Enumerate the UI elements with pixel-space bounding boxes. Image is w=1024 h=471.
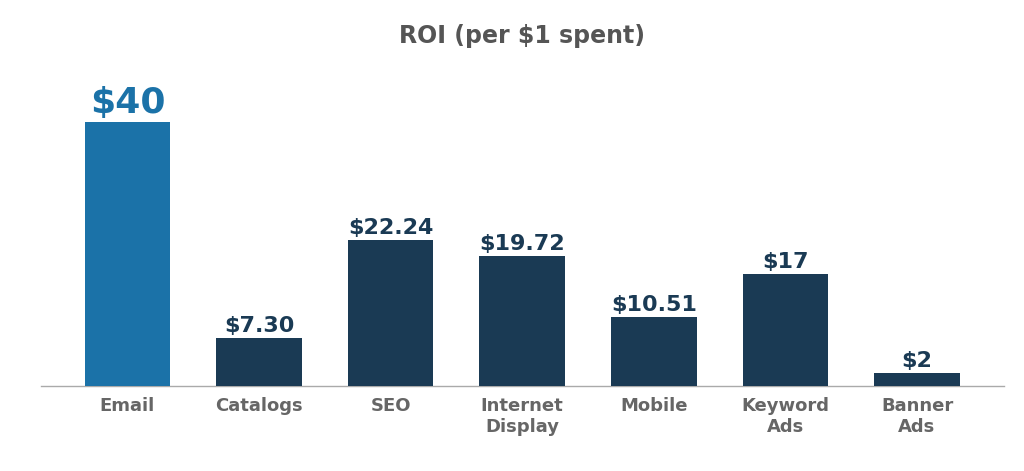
Bar <box>216 338 302 386</box>
Bar <box>874 373 959 386</box>
Bar <box>611 317 696 386</box>
Title: ROI (per $1 spent): ROI (per $1 spent) <box>399 24 645 48</box>
Text: $22.24: $22.24 <box>348 218 433 237</box>
Text: $40: $40 <box>90 87 165 121</box>
Bar <box>742 274 828 386</box>
Bar <box>85 122 170 386</box>
Bar <box>348 240 433 386</box>
Text: $17: $17 <box>762 252 809 272</box>
Text: $19.72: $19.72 <box>479 234 565 254</box>
Text: $10.51: $10.51 <box>611 295 696 315</box>
Bar <box>479 256 565 386</box>
Text: $7.30: $7.30 <box>224 316 294 336</box>
Text: $2: $2 <box>901 351 933 371</box>
